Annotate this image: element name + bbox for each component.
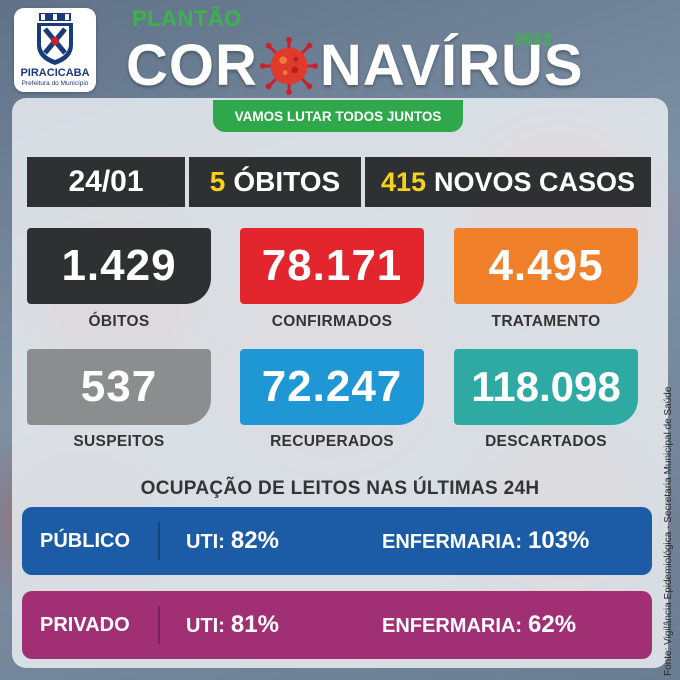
stat-label-confirmed: CONFIRMADOS [271, 313, 393, 330]
report-date: 24/01 [27, 157, 185, 207]
daily-deaths: 5 ÓBITOS [189, 157, 361, 207]
daily-new-cases: 415 NOVOS CASOS [365, 157, 651, 207]
beds-row-private: PRIVADO UTI: 81% ENFERMARIA: 62% [22, 591, 652, 659]
title-left: COR [126, 33, 258, 98]
daily-deaths-label: ÓBITOS [233, 166, 341, 197]
beds-uti-value: 81% [230, 611, 279, 638]
beds-row-public: PÚBLICO UTI: 82% ENFERMARIA: 103% [22, 507, 652, 575]
year-label: 2022 [514, 30, 552, 49]
divider [158, 522, 160, 560]
daily-cases-value: 415 [380, 166, 426, 197]
stat-label-treatment: TRATAMENTO [491, 313, 601, 330]
stat-label-recovered: RECUPERADOS [270, 433, 394, 450]
daily-deaths-value: 5 [209, 166, 226, 197]
stat-card-treatment: 4.495 [454, 228, 638, 304]
logo-city-name: PIRACICABA [20, 67, 90, 79]
logo-subtitle: Prefeitura do Município [21, 80, 89, 87]
beds-ward: ENFERMARIA: 103% [382, 507, 589, 576]
beds-ward-label: ENFERMARIA: [382, 615, 522, 637]
stat-label-deaths: ÓBITOS [88, 313, 150, 330]
stat-card-deaths: 1.429 [27, 228, 211, 304]
slogan-banner: VAMOS LUTAR TODOS JUNTOS [213, 100, 463, 132]
beds-uti: UTI: 82% [186, 507, 279, 576]
beds-ward: ENFERMARIA: 62% [382, 591, 576, 660]
beds-uti-value: 82% [230, 527, 279, 554]
stat-card-suspected: 537 [27, 349, 211, 425]
beds-row-name: PÚBLICO [40, 530, 130, 552]
beds-ward-value: 103% [528, 527, 590, 554]
stat-card-recovered: 72.247 [240, 349, 424, 425]
coat-of-arms-icon [37, 13, 73, 65]
stat-card-discarded: 118.098 [454, 349, 638, 425]
stat-card-confirmed: 78.171 [240, 228, 424, 304]
beds-uti-label: UTI: [186, 615, 225, 637]
city-logo: PIRACICABA Prefeitura do Município [14, 8, 96, 92]
beds-section-title: OCUPAÇÃO DE LEITOS NAS ÚLTIMAS 24H [140, 478, 540, 499]
stat-label-suspected: SUSPEITOS [73, 433, 165, 450]
beds-uti: UTI: 81% [186, 591, 279, 660]
stat-label-discarded: DESCARTADOS [485, 433, 607, 450]
kicker-text: PLANTÃO [132, 6, 242, 31]
beds-ward-label: ENFERMARIA: [382, 531, 522, 553]
beds-ward-value: 62% [528, 611, 577, 638]
coronavirus-icon [259, 37, 318, 95]
daily-cases-label: NOVOS CASOS [434, 166, 636, 197]
source-note: Fonte: Vigilância Epidemiológica - Secre… [663, 386, 674, 676]
beds-row-name: PRIVADO [40, 614, 130, 636]
main-title: COR NAVÍRUS [126, 30, 584, 102]
beds-uti-label: UTI: [186, 531, 225, 553]
title-right: NAVÍRUS [319, 33, 584, 98]
divider [158, 606, 160, 644]
